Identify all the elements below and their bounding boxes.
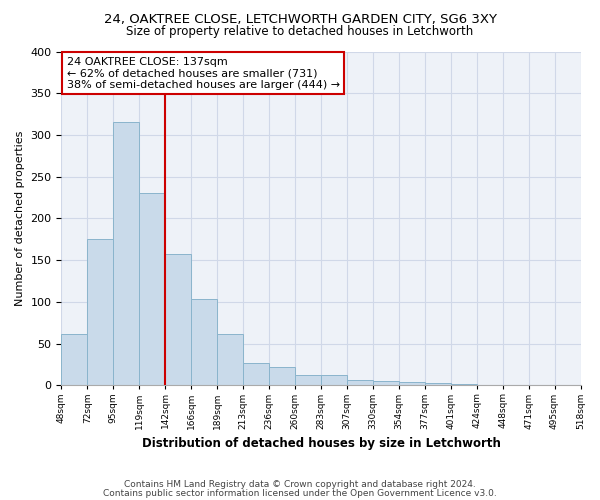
Bar (451, 384, 476, 386)
Bar (139, 194, 165, 386)
Bar (476, 384, 503, 386)
Bar (61, 334, 88, 386)
Bar (347, 380, 373, 386)
Text: Size of property relative to detached houses in Letchworth: Size of property relative to detached ho… (127, 25, 473, 38)
Bar (529, 384, 554, 386)
Bar (554, 384, 581, 386)
X-axis label: Distribution of detached houses by size in Letchworth: Distribution of detached houses by size … (142, 437, 500, 450)
Text: Contains public sector information licensed under the Open Government Licence v3: Contains public sector information licen… (103, 488, 497, 498)
Bar (399, 382, 425, 386)
Text: 24 OAKTREE CLOSE: 137sqm
← 62% of detached houses are smaller (731)
38% of semi-: 24 OAKTREE CLOSE: 137sqm ← 62% of detach… (67, 56, 340, 90)
Bar (165, 254, 191, 386)
Bar (217, 334, 243, 386)
Bar (373, 381, 399, 386)
Bar (88, 240, 113, 386)
Bar (321, 376, 347, 386)
Bar (295, 376, 321, 386)
Bar (503, 384, 529, 386)
Text: 24, OAKTREE CLOSE, LETCHWORTH GARDEN CITY, SG6 3XY: 24, OAKTREE CLOSE, LETCHWORTH GARDEN CIT… (104, 12, 497, 26)
Bar (425, 383, 451, 386)
Bar (243, 363, 269, 386)
Bar (191, 300, 217, 386)
Text: Contains HM Land Registry data © Crown copyright and database right 2024.: Contains HM Land Registry data © Crown c… (124, 480, 476, 489)
Bar (269, 367, 295, 386)
Bar (113, 122, 139, 386)
Y-axis label: Number of detached properties: Number of detached properties (15, 130, 25, 306)
